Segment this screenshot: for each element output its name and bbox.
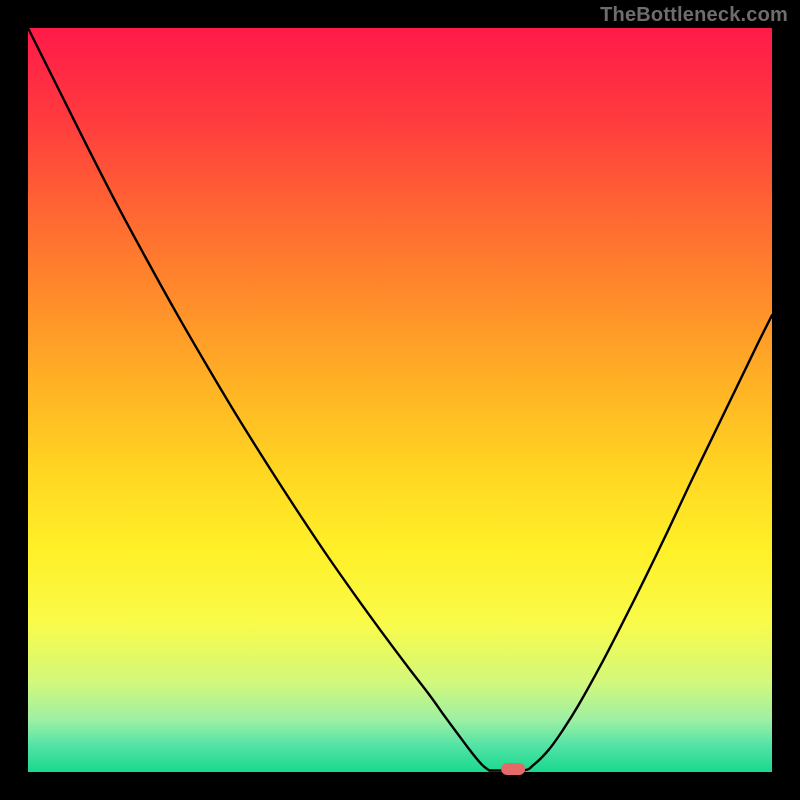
- watermark-text: TheBottleneck.com: [600, 4, 788, 27]
- chart-stage: TheBottleneck.com: [0, 0, 800, 800]
- plot-background: [28, 28, 772, 772]
- optimal-marker: [501, 763, 525, 775]
- bottleneck-chart: [0, 0, 800, 800]
